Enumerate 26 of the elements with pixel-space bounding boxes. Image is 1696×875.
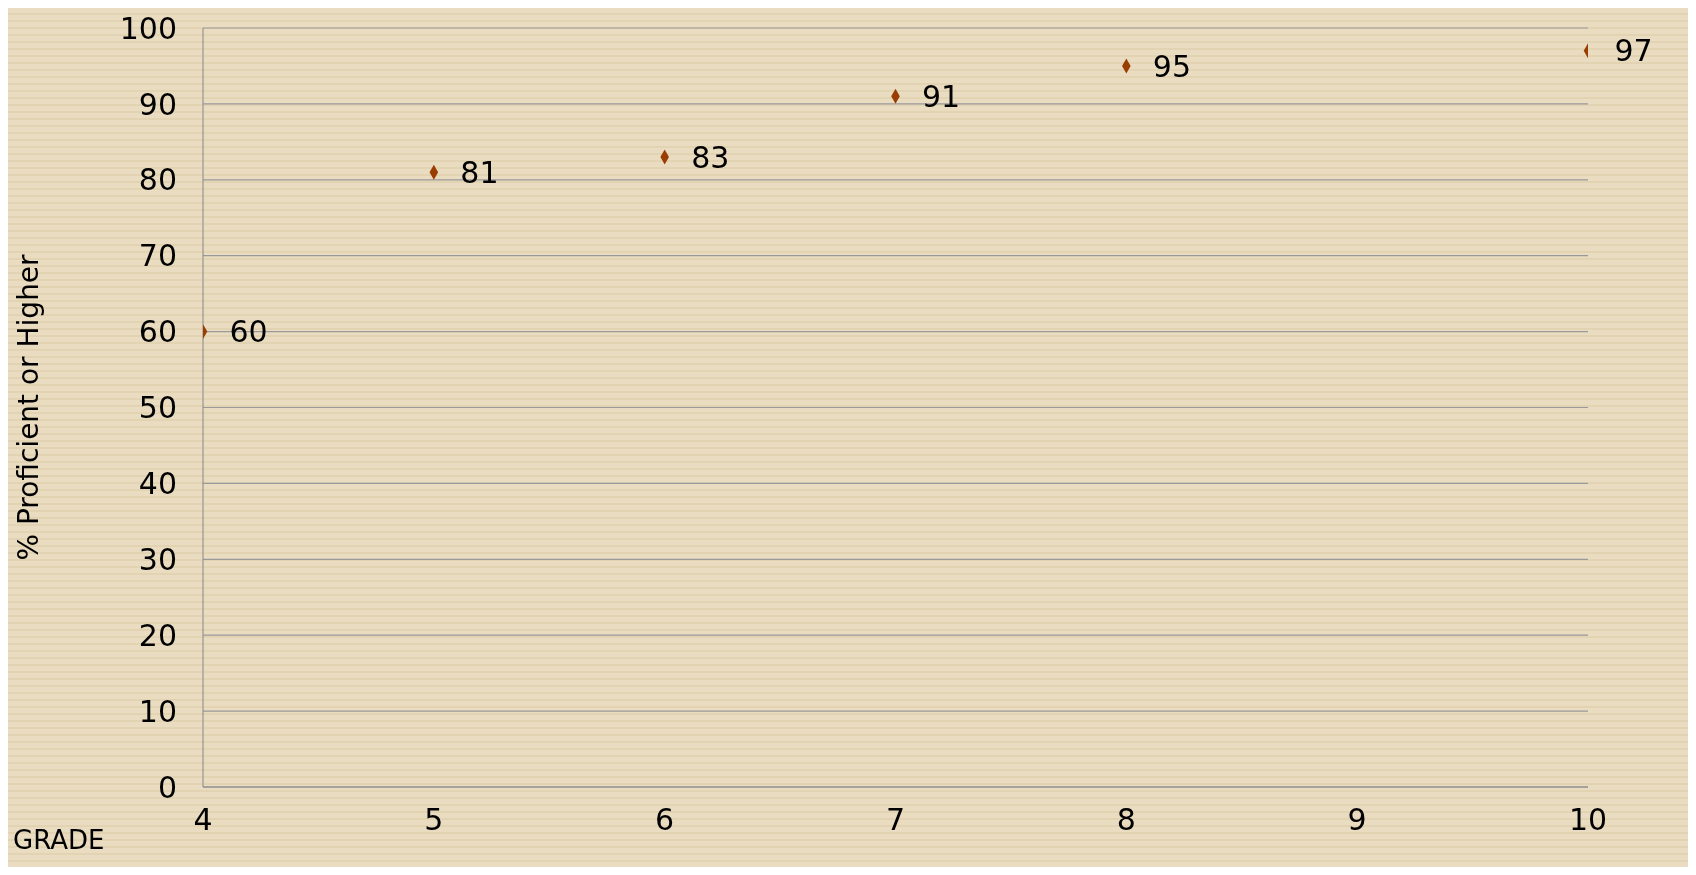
data-label: 91	[922, 78, 961, 114]
x-tick-label: 5	[424, 802, 444, 838]
x-tick-label: 8	[1116, 802, 1136, 838]
x-tick-label: 10	[1568, 802, 1608, 838]
y-tick-label: 60	[138, 314, 177, 350]
data-label: 60	[229, 314, 268, 350]
y-tick-label: 20	[138, 617, 177, 653]
x-tick-label: 4	[193, 802, 213, 838]
x-tick-label: 9	[1347, 802, 1367, 838]
y-tick-label: 100	[119, 10, 177, 46]
x-tick-label: 6	[655, 802, 675, 838]
x-axis-title: GRADE	[13, 825, 105, 855]
y-tick-label: 40	[138, 466, 177, 502]
y-tick-label: 30	[138, 541, 177, 577]
y-tick-label: 50	[138, 390, 177, 426]
x-tick-label: 7	[885, 802, 906, 838]
data-label: 97	[1614, 33, 1653, 69]
y-tick-label: 80	[138, 162, 177, 198]
y-tick-label: 10	[138, 693, 177, 729]
y-tick-label: 0	[157, 769, 177, 805]
data-label: 81	[460, 154, 499, 190]
y-tick-label: 90	[138, 86, 177, 122]
data-label: 95	[1152, 48, 1192, 84]
y-axis-title: % Proficient or Higher	[11, 253, 45, 561]
y-tick-label: 70	[138, 238, 177, 274]
data-label: 83	[691, 139, 730, 175]
